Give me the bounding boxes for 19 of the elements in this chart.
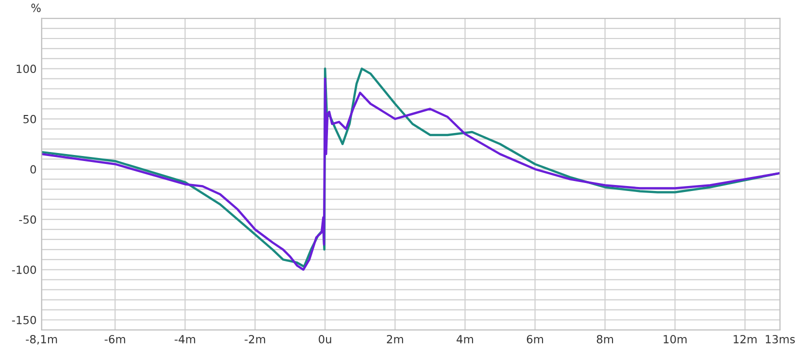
x-tick-label: -4m	[174, 335, 196, 344]
y-axis-title: %	[31, 4, 41, 12]
y-tick-label: 100	[16, 64, 36, 74]
x-tick-label: 0u	[318, 334, 332, 344]
y-tick-label: -150	[12, 316, 36, 324]
x-tick-label: -8,1m	[26, 334, 57, 345]
x-tick-label: -2m	[244, 334, 266, 344]
x-tick-label: 8m	[596, 334, 614, 344]
y-tick-label: 0	[30, 165, 36, 174]
x-tick-label: 6m	[526, 334, 544, 344]
x-tick-label: 2m	[386, 334, 404, 344]
x-tick-label: 12m	[734, 334, 757, 344]
x-tick-label: 13ms	[766, 334, 795, 344]
x-tick-label: -6m	[104, 334, 126, 344]
y-tick-label: -100	[12, 266, 36, 274]
x-tick-label: 4m	[456, 335, 474, 344]
y-tick-label: 50	[23, 114, 36, 124]
x-tick-label: 10m	[664, 334, 687, 344]
y-tick-label: -50	[19, 215, 36, 224]
